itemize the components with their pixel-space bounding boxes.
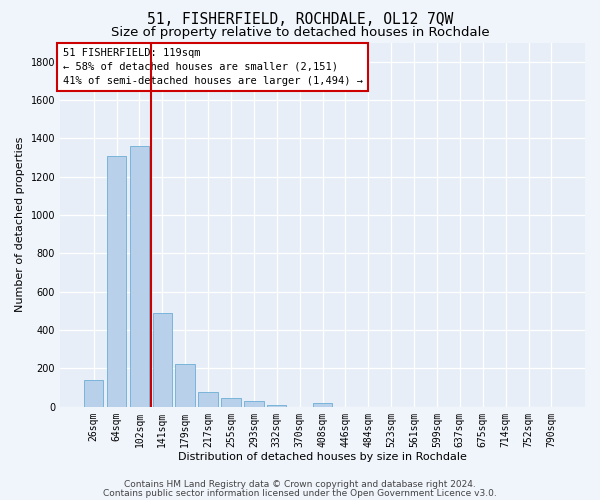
Bar — [152, 313, 172, 407]
Y-axis label: Number of detached properties: Number of detached properties — [15, 137, 25, 312]
Bar — [267, 404, 286, 407]
X-axis label: Distribution of detached houses by size in Rochdale: Distribution of detached houses by size … — [178, 452, 467, 462]
Bar — [107, 156, 126, 407]
Text: Contains HM Land Registry data © Crown copyright and database right 2024.: Contains HM Land Registry data © Crown c… — [124, 480, 476, 489]
Bar — [313, 403, 332, 407]
Bar — [244, 402, 263, 407]
Bar — [221, 398, 241, 407]
Text: 51, FISHERFIELD, ROCHDALE, OL12 7QW: 51, FISHERFIELD, ROCHDALE, OL12 7QW — [147, 12, 453, 28]
Text: Contains public sector information licensed under the Open Government Licence v3: Contains public sector information licen… — [103, 489, 497, 498]
Bar — [130, 146, 149, 407]
Text: Size of property relative to detached houses in Rochdale: Size of property relative to detached ho… — [110, 26, 490, 39]
Text: 51 FISHERFIELD: 119sqm
← 58% of detached houses are smaller (2,151)
41% of semi-: 51 FISHERFIELD: 119sqm ← 58% of detached… — [62, 48, 362, 86]
Bar — [199, 392, 218, 407]
Bar — [175, 364, 195, 407]
Bar — [84, 380, 103, 407]
